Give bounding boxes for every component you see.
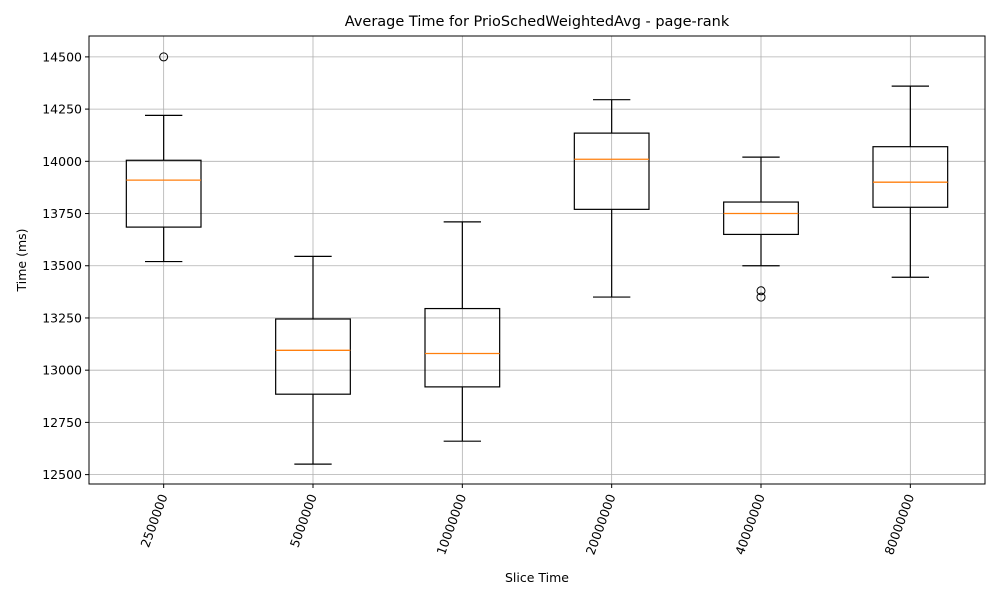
chart-title: Average Time for PrioSchedWeightedAvg - … <box>345 14 730 30</box>
x-axis-label: Slice Time <box>505 570 569 585</box>
y-axis-label: Time (ms) <box>14 228 29 292</box>
x-tick-label: 2500000 <box>137 492 170 549</box>
y-tick-label: 12750 <box>42 415 82 430</box>
y-tick-label: 14000 <box>42 154 82 169</box>
outlier-point <box>756 292 766 302</box>
box-20000000 <box>573 99 650 298</box>
grid-lines <box>89 36 985 484</box>
outlier-point <box>756 286 766 296</box>
axis-ticks: 12500 12750 13000 13250 13500 13750 14000 14250… <box>42 49 917 556</box>
box-5000000 <box>275 255 351 465</box>
box-2500000 <box>125 52 202 263</box>
y-tick-label: 13000 <box>42 363 82 378</box>
outlier-point <box>159 52 169 62</box>
x-tick-label: 5000000 <box>287 492 320 549</box>
iqr-box <box>573 132 650 210</box>
box-40000000 <box>723 156 799 302</box>
plot-frame <box>88 35 986 485</box>
box-series <box>125 52 949 465</box>
x-tick-label: 20000000 <box>583 492 619 557</box>
iqr-box <box>424 307 501 388</box>
x-tick-label: 10000000 <box>433 492 469 557</box>
iqr-box <box>125 159 202 228</box>
box-10000000 <box>424 221 501 442</box>
box-80000000 <box>872 85 949 278</box>
iqr-box <box>872 146 949 208</box>
iqr-box <box>275 318 351 395</box>
y-tick-label: 14500 <box>42 49 82 64</box>
x-tick-label: 40000000 <box>732 492 768 557</box>
y-tick-label: 12500 <box>42 467 82 482</box>
iqr-box <box>723 201 799 236</box>
y-tick-label: 14250 <box>42 102 82 117</box>
x-tick-label: 80000000 <box>881 492 917 557</box>
y-tick-label: 13750 <box>42 206 82 221</box>
y-tick-label: 13250 <box>42 310 82 325</box>
y-tick-label: 13500 <box>42 258 82 273</box>
